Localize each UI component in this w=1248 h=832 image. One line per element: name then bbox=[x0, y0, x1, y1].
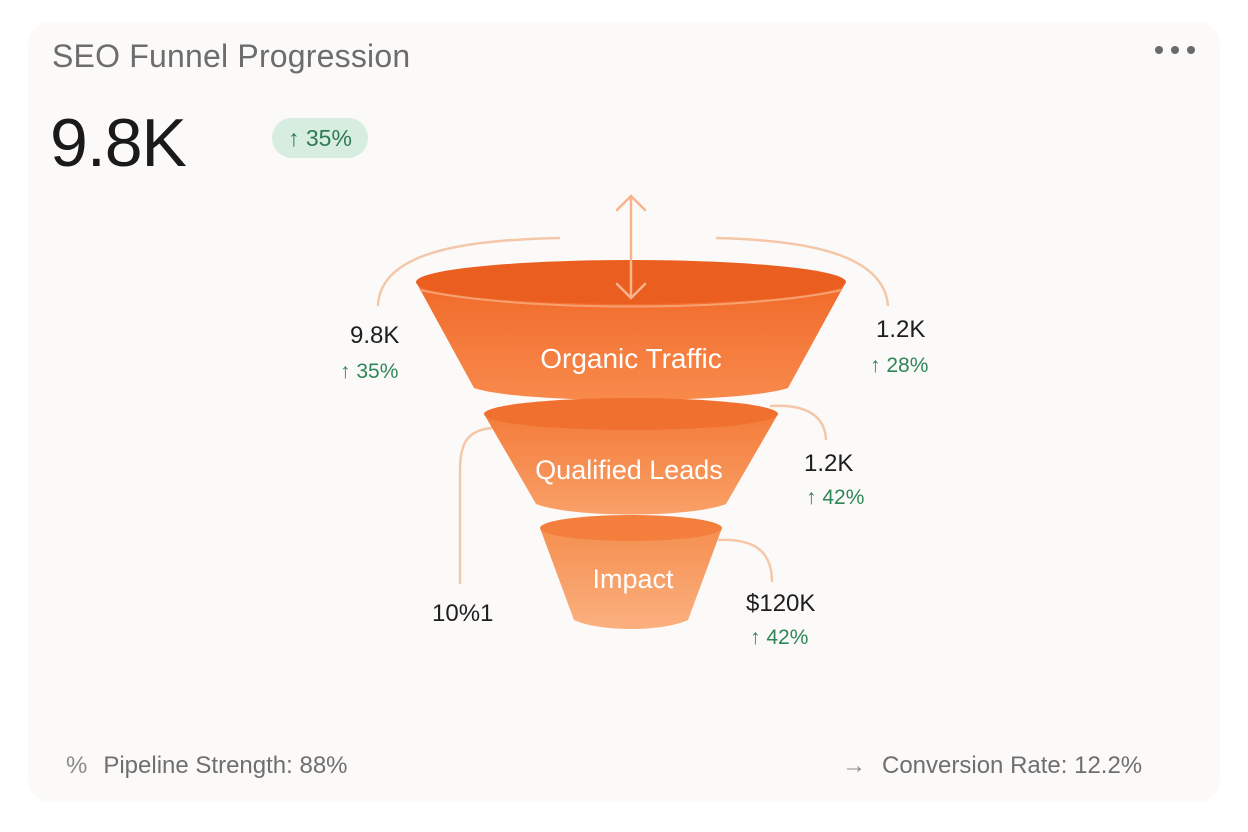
stage-2-body bbox=[484, 414, 778, 515]
connector-top-right bbox=[715, 236, 890, 307]
pipeline-strength-text: Pipeline Strength: 88% bbox=[103, 752, 348, 779]
double-arrow-icon bbox=[615, 194, 647, 300]
funnel-stage-qualified-leads bbox=[484, 398, 778, 515]
card-title: SEO Funnel Progression bbox=[52, 38, 411, 74]
stage-2-top bbox=[484, 398, 778, 430]
stage-1-right-value: 1.2K bbox=[876, 316, 926, 343]
stage-1-body bbox=[416, 282, 846, 400]
stage-2-right-value: 1.2K bbox=[804, 450, 854, 477]
connector-leads-left bbox=[458, 426, 493, 584]
stage-1-left-change: ↑ 35% bbox=[340, 360, 399, 383]
footer-conversion-rate: → Conversion Rate: 12.2% bbox=[842, 752, 1142, 780]
more-options-icon[interactable] bbox=[1140, 30, 1210, 70]
funnel-stage-impact bbox=[540, 515, 722, 629]
connector-leads-right bbox=[769, 404, 828, 441]
connector-impact-right bbox=[717, 538, 774, 583]
conversion-rate-text: Conversion Rate: 12.2% bbox=[882, 752, 1143, 779]
connector-top-left bbox=[376, 236, 561, 307]
stage-1-rim bbox=[419, 289, 843, 308]
stage-3-left-value: 10%1 bbox=[432, 600, 494, 627]
stage-3-body bbox=[540, 528, 722, 629]
percent-icon: % bbox=[66, 752, 88, 779]
summary-value: 9.8K bbox=[50, 105, 187, 181]
footer-pipeline-strength: % Pipeline Strength: 88% bbox=[66, 752, 348, 780]
arrow-right-icon: → bbox=[842, 752, 866, 779]
stage-3-top bbox=[540, 515, 722, 541]
stage-3-right-change: ↑ 42% bbox=[750, 626, 809, 649]
stage-label-qualified-leads: Qualified Leads bbox=[535, 455, 723, 485]
stage-label-organic-traffic: Organic Traffic bbox=[540, 343, 722, 374]
stage-2-right-change: ↑ 42% bbox=[806, 486, 865, 509]
stage-1-right-change: ↑ 28% bbox=[870, 354, 929, 377]
stage-1-left-value: 9.8K bbox=[350, 322, 400, 349]
dot-1 bbox=[1155, 46, 1163, 54]
dot-3 bbox=[1187, 46, 1195, 54]
connector-lines bbox=[376, 236, 890, 584]
summary-change-badge: ↑ 35% bbox=[272, 118, 368, 158]
dot-2 bbox=[1171, 46, 1179, 54]
stage-3-right-value: $120K bbox=[746, 590, 816, 617]
stage-label-impact: Impact bbox=[592, 564, 674, 594]
